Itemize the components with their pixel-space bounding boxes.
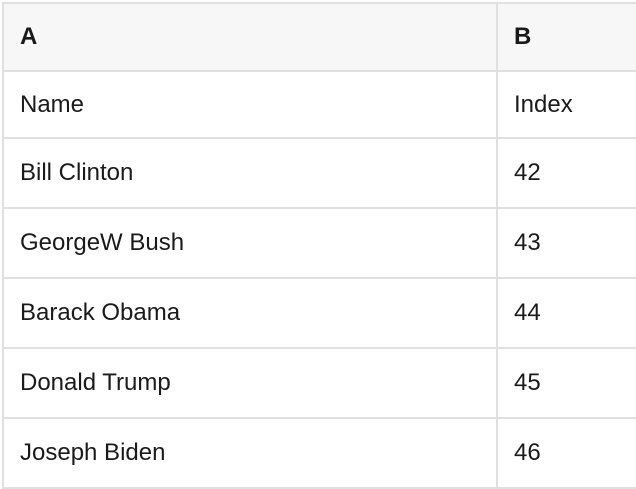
cell-a6[interactable]: Joseph Biden [4,418,498,489]
cell-b5[interactable]: 45 [497,348,636,419]
column-header-row: A B [4,4,636,72]
cell-b2[interactable]: 42 [497,138,636,209]
cell-b3[interactable]: 43 [497,208,636,279]
column-header-a[interactable]: A [4,4,498,72]
table-row: Barack Obama 44 [4,278,636,349]
cell-a1[interactable]: Name [4,71,498,139]
cell-a3[interactable]: GeorgeW Bush [4,208,498,279]
column-header-b[interactable]: B [497,4,636,72]
table-row: GeorgeW Bush 43 [4,208,636,279]
cell-a5[interactable]: Donald Trump [4,348,498,419]
table-row: Joseph Biden 46 [4,418,636,489]
table-row: Name Index [4,71,636,139]
cell-a4[interactable]: Barack Obama [4,278,498,349]
table-row: Donald Trump 45 [4,348,636,419]
cell-a2[interactable]: Bill Clinton [4,138,498,209]
cell-b4[interactable]: 44 [497,278,636,349]
cell-b1[interactable]: Index [497,71,636,139]
spreadsheet-table: A B Name Index Bill Clinton 42 GeorgeW B… [4,4,636,489]
cell-b6[interactable]: 46 [497,418,636,489]
table-row: Bill Clinton 42 [4,138,636,209]
